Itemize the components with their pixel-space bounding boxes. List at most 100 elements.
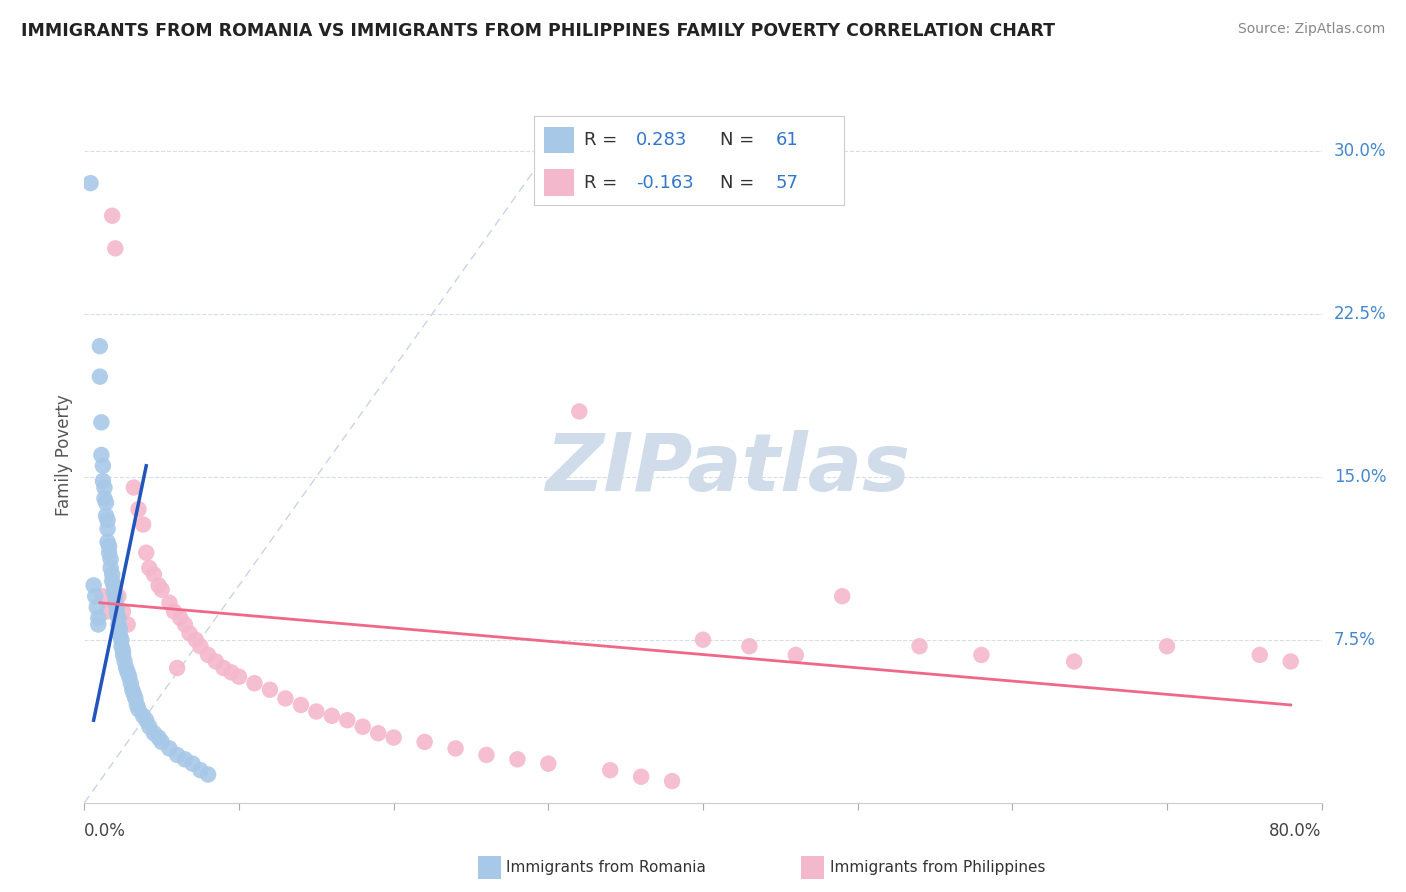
Point	[127, 502, 149, 516]
Point	[83, 578, 105, 592]
Point	[197, 767, 219, 781]
Point	[630, 770, 652, 784]
Point	[661, 774, 683, 789]
Point	[475, 747, 498, 762]
Point	[127, 702, 149, 716]
Point	[100, 552, 122, 566]
Point	[104, 241, 127, 255]
Point	[117, 665, 139, 680]
Point	[568, 404, 591, 418]
Point	[352, 720, 374, 734]
Point	[1156, 639, 1178, 653]
Point	[738, 639, 761, 653]
Point	[163, 605, 186, 619]
Point	[94, 508, 117, 523]
Point	[135, 546, 157, 560]
Point	[96, 522, 118, 536]
Point	[336, 713, 359, 727]
Text: 0.283: 0.283	[637, 131, 688, 149]
Point	[110, 639, 132, 653]
Point	[112, 605, 135, 619]
Point	[831, 589, 853, 603]
Text: 7.5%: 7.5%	[1334, 631, 1376, 648]
Point	[290, 698, 312, 712]
Point	[90, 415, 112, 429]
Point	[908, 639, 931, 653]
Point	[101, 209, 124, 223]
Point	[93, 481, 115, 495]
Text: N =: N =	[720, 174, 759, 192]
Point	[197, 648, 219, 662]
Point	[110, 632, 132, 647]
Text: 57: 57	[776, 174, 799, 192]
Point	[105, 600, 128, 615]
Point	[87, 611, 110, 625]
Point	[107, 611, 129, 625]
Point	[367, 726, 389, 740]
Point	[98, 546, 121, 560]
Text: ZIPatlas: ZIPatlas	[546, 430, 910, 508]
Point	[166, 661, 188, 675]
Point	[1279, 655, 1302, 669]
Point	[305, 705, 328, 719]
Y-axis label: Family Poverty: Family Poverty	[55, 394, 73, 516]
Point	[124, 691, 146, 706]
Point	[135, 713, 157, 727]
Point	[1063, 655, 1085, 669]
Point	[125, 698, 148, 712]
Point	[188, 763, 211, 777]
Point	[413, 735, 436, 749]
Point	[785, 648, 807, 662]
Point	[259, 682, 281, 697]
Point	[179, 626, 201, 640]
Point	[108, 628, 131, 642]
Point	[107, 589, 129, 603]
Point	[96, 513, 118, 527]
Point	[122, 481, 145, 495]
Point	[219, 665, 242, 680]
Point	[184, 632, 207, 647]
Point	[100, 561, 122, 575]
Point	[181, 756, 204, 771]
Text: 61: 61	[776, 131, 799, 149]
Point	[84, 589, 107, 603]
Point	[506, 752, 529, 766]
Point	[112, 648, 135, 662]
Point	[174, 752, 197, 766]
Point	[117, 617, 139, 632]
Point	[103, 585, 125, 599]
Point	[89, 339, 111, 353]
Point	[91, 589, 114, 603]
Point	[107, 617, 129, 632]
Text: Immigrants from Philippines: Immigrants from Philippines	[830, 861, 1045, 875]
FancyBboxPatch shape	[544, 169, 575, 196]
Point	[159, 741, 180, 756]
Point	[104, 596, 127, 610]
Point	[228, 670, 250, 684]
Point	[274, 691, 297, 706]
Point	[118, 670, 141, 684]
Text: Source: ZipAtlas.com: Source: ZipAtlas.com	[1237, 22, 1385, 37]
Text: 80.0%: 80.0%	[1270, 822, 1322, 840]
Point	[112, 643, 135, 657]
Text: N =: N =	[720, 131, 759, 149]
Point	[205, 655, 228, 669]
Point	[122, 687, 145, 701]
Point	[148, 731, 170, 745]
Point	[444, 741, 467, 756]
Text: 0.0%: 0.0%	[84, 822, 127, 840]
Point	[143, 567, 166, 582]
Point	[138, 720, 160, 734]
Point	[321, 708, 343, 723]
Point	[159, 596, 180, 610]
Point	[150, 582, 173, 597]
Point	[692, 632, 714, 647]
Point	[132, 708, 155, 723]
Point	[103, 578, 125, 592]
Point	[138, 561, 160, 575]
Point	[105, 607, 128, 621]
Text: 22.5%: 22.5%	[1334, 304, 1386, 323]
Point	[87, 617, 110, 632]
Point	[188, 639, 211, 653]
Point	[169, 611, 191, 625]
